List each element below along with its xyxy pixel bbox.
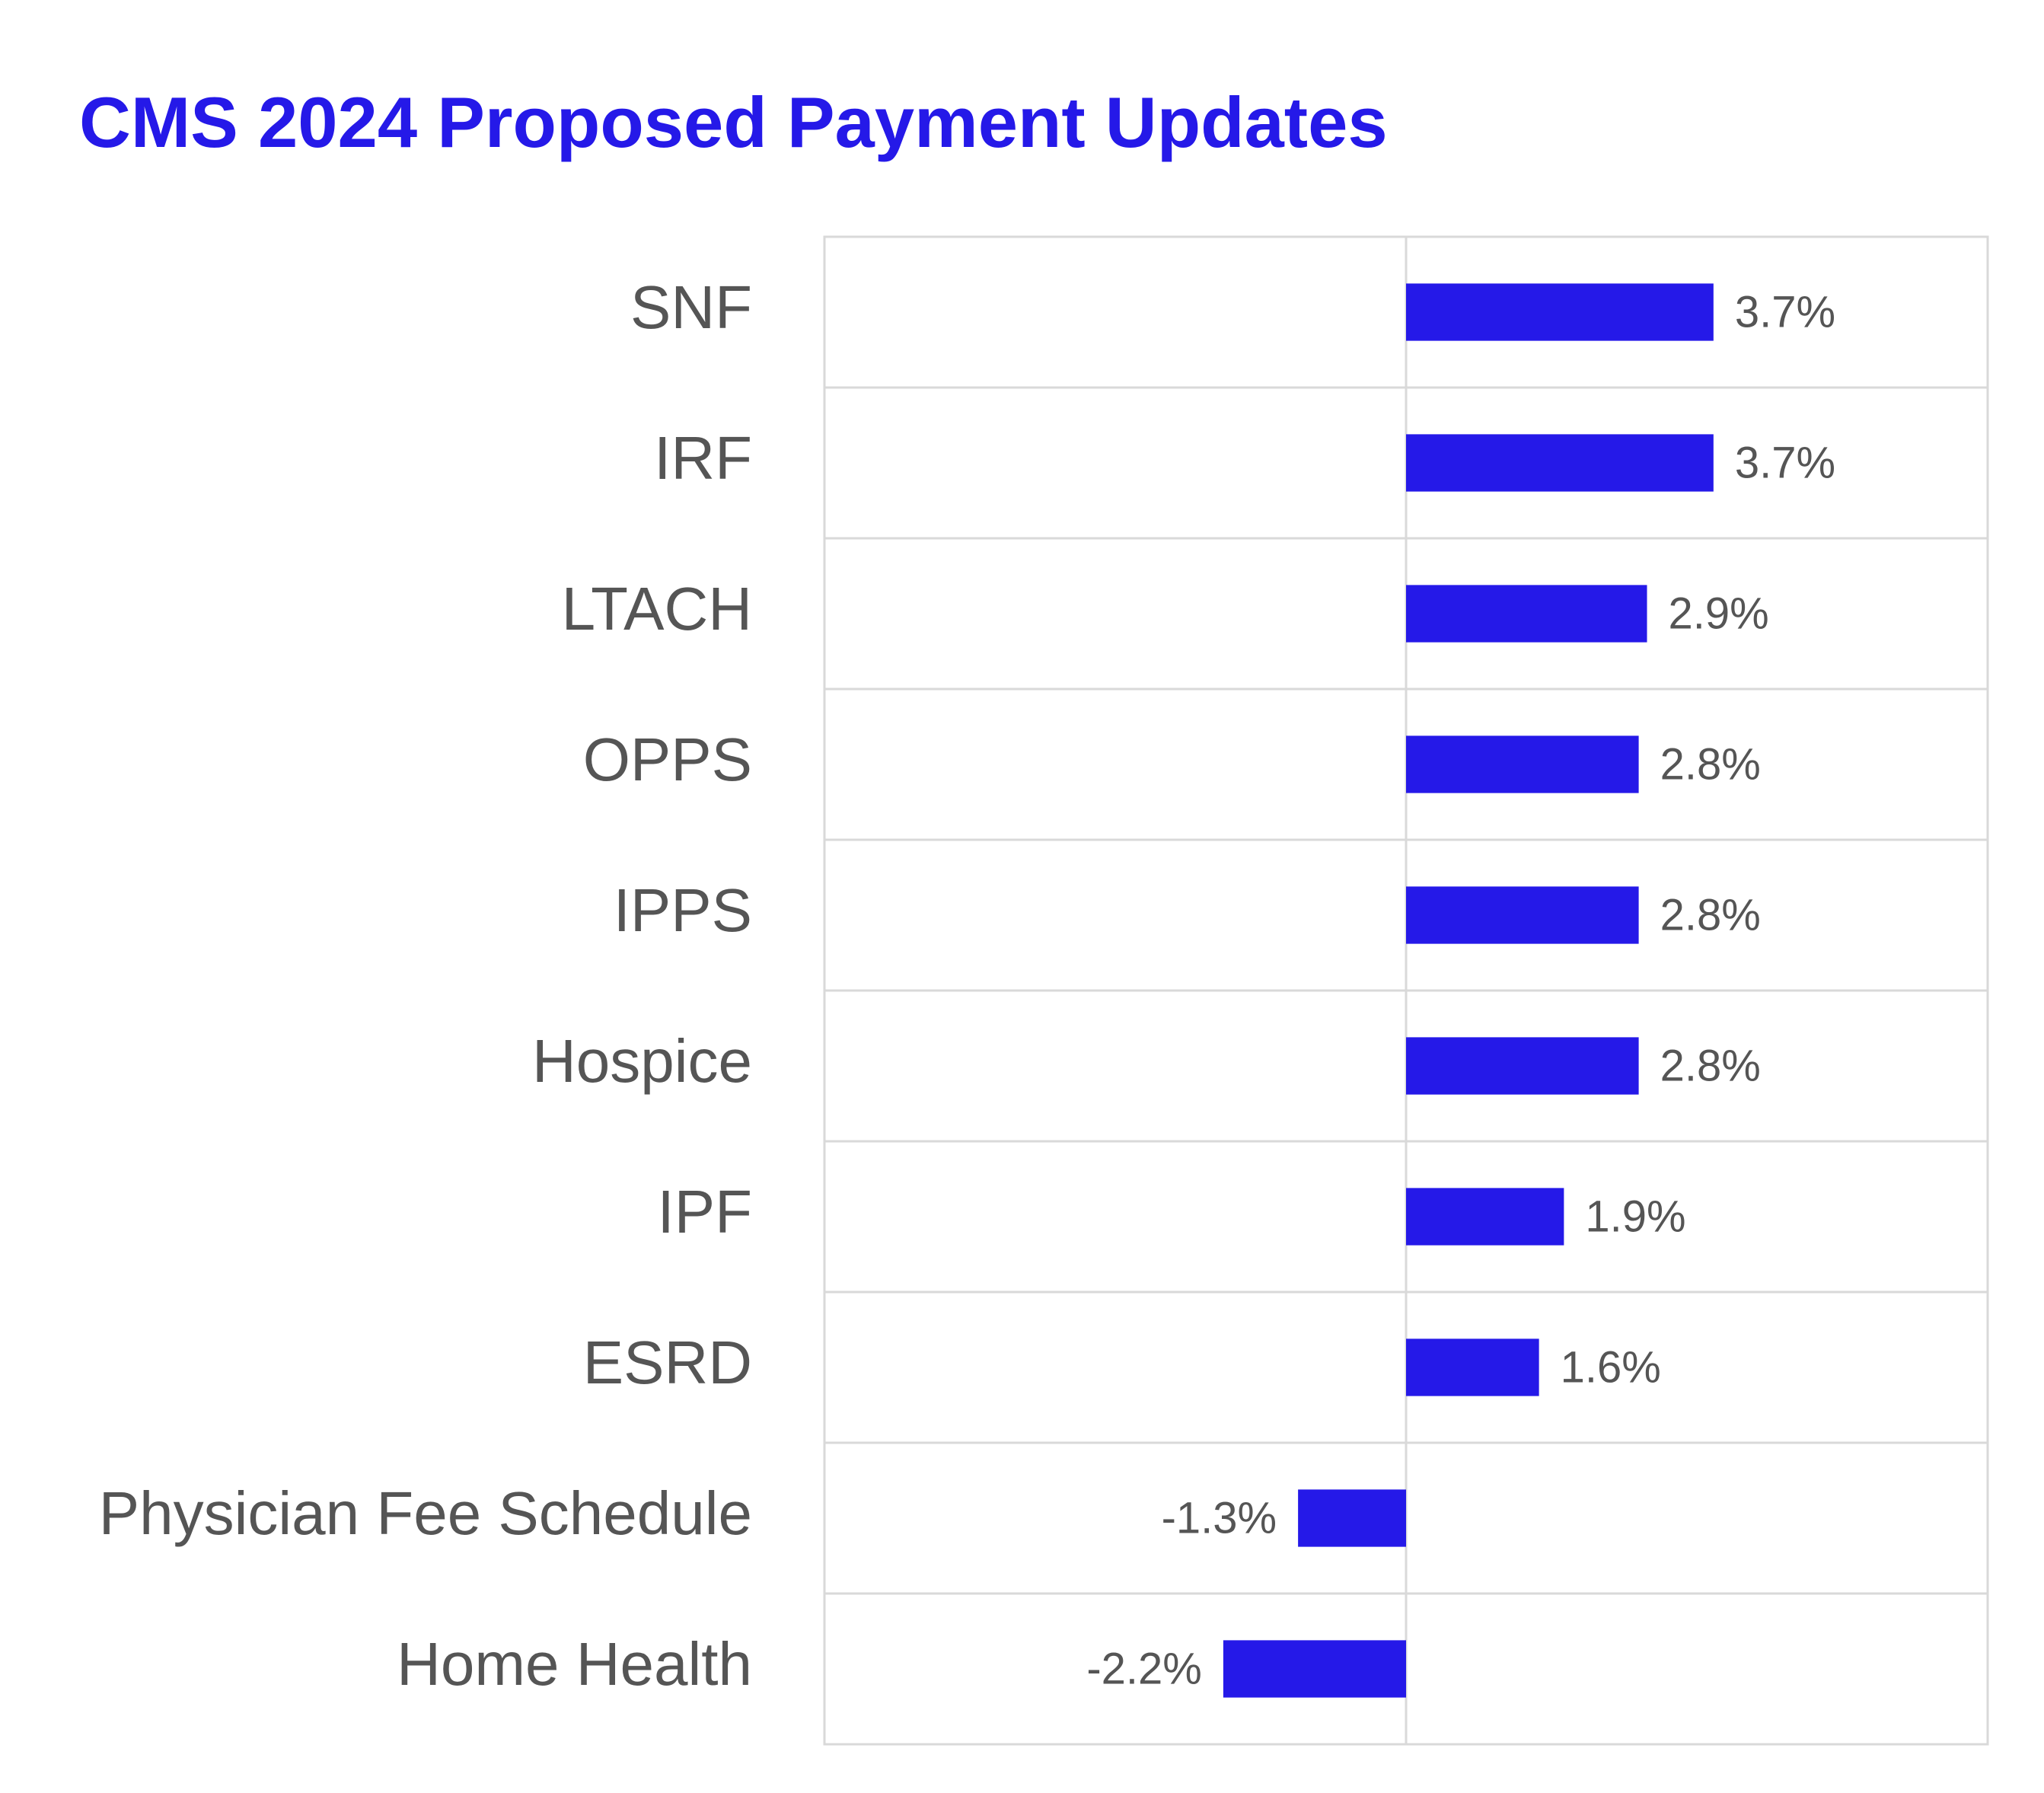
bar [1406,434,1714,492]
bar [1406,1037,1639,1095]
value-label: 1.9% [1585,1192,1685,1241]
category-label: LTACH [562,575,752,643]
bar [1298,1489,1406,1547]
value-label: 1.6% [1561,1342,1661,1392]
category-label: IPPS [614,876,752,944]
category-label: Hospice [532,1027,752,1095]
category-label: IPF [658,1178,752,1246]
value-label: -2.2% [1086,1644,1202,1693]
bar [1223,1640,1406,1698]
bar [1406,283,1714,341]
bar [1406,1338,1539,1396]
category-label: IRF [654,424,752,492]
category-label: OPPS [583,726,752,793]
value-label: 2.9% [1669,589,1769,638]
value-label: 2.8% [1660,890,1761,940]
category-label: SNF [630,273,752,341]
value-label: 3.7% [1735,287,1835,337]
value-label: -1.3% [1162,1493,1277,1543]
category-label: Physician Fee Schedule [99,1479,752,1547]
bar [1406,1188,1564,1246]
bar [1406,886,1639,944]
value-label: 3.7% [1735,438,1835,487]
bar [1406,735,1639,793]
value-label: 2.8% [1660,739,1761,789]
chart-title: CMS 2024 Proposed Payment Updates [79,82,1388,162]
value-label: 2.8% [1660,1041,1761,1090]
bar [1406,585,1647,643]
category-label: ESRD [583,1329,752,1396]
category-label: Home Health [397,1630,752,1698]
